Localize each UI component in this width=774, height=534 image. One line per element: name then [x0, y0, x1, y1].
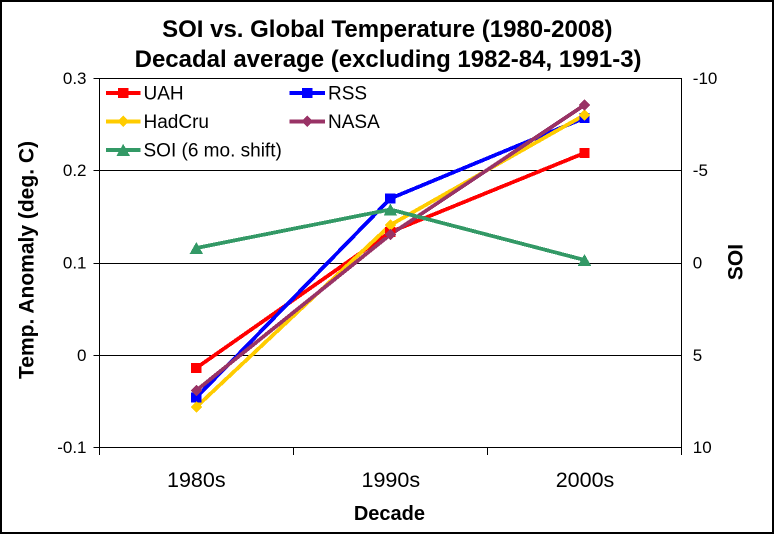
svg-text:-0.1: -0.1 — [57, 438, 86, 457]
svg-text:HadCru: HadCru — [144, 112, 209, 133]
svg-text:-5: -5 — [693, 161, 708, 180]
svg-text:0: 0 — [77, 346, 86, 365]
svg-text:0.3: 0.3 — [63, 69, 87, 88]
svg-text:UAH: UAH — [144, 84, 184, 105]
svg-text:Temp. Anomaly (deg. C): Temp. Anomaly (deg. C) — [15, 141, 38, 379]
svg-text:1980s: 1980s — [167, 468, 226, 492]
svg-text:Decadal average (excluding 198: Decadal average (excluding 1982-84, 1991… — [135, 46, 642, 73]
svg-text:0.2: 0.2 — [63, 161, 87, 180]
svg-text:NASA: NASA — [328, 112, 380, 133]
svg-text:10: 10 — [693, 438, 712, 457]
svg-text:5: 5 — [693, 346, 702, 365]
svg-text:SOI: SOI — [724, 244, 747, 280]
svg-text:0.1: 0.1 — [63, 254, 87, 273]
svg-text:0: 0 — [693, 254, 702, 273]
svg-text:1990s: 1990s — [362, 468, 421, 492]
svg-text:RSS: RSS — [328, 84, 367, 105]
svg-text:Decade: Decade — [354, 503, 425, 525]
svg-text:SOI vs. Global Temperature (19: SOI vs. Global Temperature (1980-2008) — [162, 16, 612, 43]
svg-text:SOI (6 mo. shift): SOI (6 mo. shift) — [144, 141, 282, 162]
svg-text:2000s: 2000s — [556, 468, 615, 492]
svg-text:-10: -10 — [693, 69, 718, 88]
